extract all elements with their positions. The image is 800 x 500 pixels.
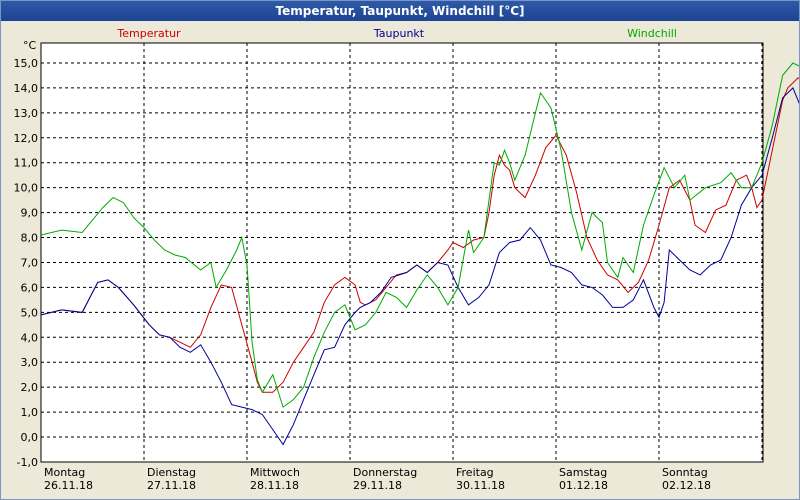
grid-lines <box>41 43 763 462</box>
y-tick-label: 5,0 <box>21 306 39 319</box>
x-tick-day: Freitag <box>456 466 494 479</box>
y-tick-label: 15,0 <box>14 57 39 70</box>
y-tick-label: 12,0 <box>14 132 39 145</box>
x-tick-day: Donnerstag <box>353 466 417 479</box>
chart-title: Temperatur, Taupunkt, Windchill [°C] <box>1 1 799 21</box>
y-tick-label: 3,0 <box>21 356 39 369</box>
x-tick-date: 01.12.18 <box>559 479 608 492</box>
x-tick-day: Montag <box>44 466 85 479</box>
x-tick-date: 29.11.18 <box>353 479 402 492</box>
x-tick-date: 28.11.18 <box>250 479 299 492</box>
chart-area: -1,0 0,0 1,0 2,0 3,0 4,0 5,0 6,0 7,0 8,0 9,0 10,0 11… <box>14 27 799 492</box>
y-tick-label: 4,0 <box>21 331 39 344</box>
x-tick-day: Sonntag <box>662 466 708 479</box>
legend-entry: Taupunkt <box>373 27 425 40</box>
legend: Temperatur Taupunkt Windchill <box>116 27 677 40</box>
series-line-temperatur <box>40 77 799 393</box>
series-lines <box>40 62 799 446</box>
y-tick-label: 9,0 <box>21 207 39 220</box>
legend-entry: Windchill <box>627 27 677 40</box>
legend-entry: Temperatur <box>116 27 181 40</box>
x-tick-day: Mittwoch <box>250 466 300 479</box>
y-tick-label: 7,0 <box>21 256 39 269</box>
y-tick-label: 10,0 <box>14 182 39 195</box>
series-line-taupunkt <box>40 87 799 446</box>
x-tick-day: Dienstag <box>147 466 196 479</box>
x-tick-date: 30.11.18 <box>456 479 505 492</box>
series-line-windchill <box>40 62 799 408</box>
y-tick-label: 14,0 <box>14 82 39 95</box>
y-tick-label: 6,0 <box>21 281 39 294</box>
y-tick-label: 0,0 <box>21 431 39 444</box>
y-tick-label: 1,0 <box>21 406 39 419</box>
y-axis-unit: °C <box>23 39 37 52</box>
y-tick-label: 11,0 <box>14 157 39 170</box>
y-tick-label: 2,0 <box>21 381 39 394</box>
x-tick-date: 02.12.18 <box>662 479 711 492</box>
y-tick-label: -1,0 <box>17 456 38 469</box>
x-tick-date: 27.11.18 <box>147 479 196 492</box>
y-axis: -1,0 0,0 1,0 2,0 3,0 4,0 5,0 6,0 7,0 8,0 9,0 10,0 11… <box>14 39 39 469</box>
x-tick-day: Samstag <box>559 466 607 479</box>
y-tick-label: 13,0 <box>14 107 39 120</box>
x-tick-date: 26.11.18 <box>44 479 93 492</box>
y-tick-label: 8,0 <box>21 232 39 245</box>
plot-background <box>40 42 764 463</box>
